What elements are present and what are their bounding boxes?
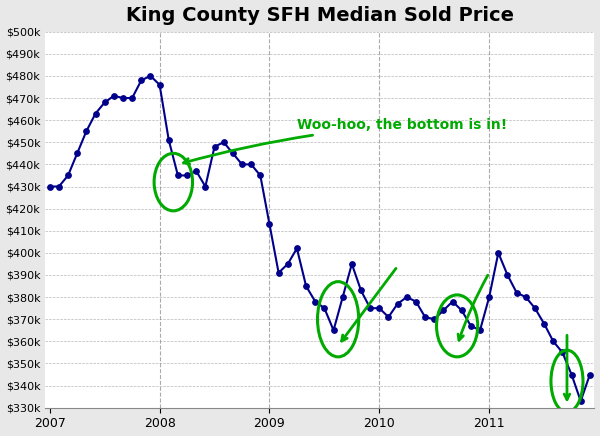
Point: [393, 300, 403, 307]
Title: King County SFH Median Sold Price: King County SFH Median Sold Price: [126, 6, 514, 24]
Point: [420, 313, 430, 320]
Point: [548, 338, 558, 345]
Point: [63, 172, 73, 179]
Point: [173, 172, 183, 179]
Point: [247, 161, 256, 168]
Point: [457, 307, 467, 314]
Point: [567, 371, 577, 378]
Point: [45, 183, 55, 190]
Point: [402, 293, 412, 300]
Point: [237, 161, 247, 168]
Point: [219, 139, 229, 146]
Point: [347, 260, 356, 267]
Point: [274, 269, 283, 276]
Point: [503, 272, 512, 279]
Point: [292, 245, 302, 252]
Point: [557, 349, 567, 356]
Point: [320, 305, 329, 312]
Point: [585, 371, 595, 378]
Point: [494, 249, 503, 256]
Point: [374, 305, 384, 312]
Point: [411, 298, 421, 305]
Point: [228, 150, 238, 157]
Point: [576, 398, 586, 405]
Point: [100, 99, 109, 106]
Point: [365, 305, 375, 312]
Point: [109, 92, 119, 99]
Point: [301, 283, 311, 290]
Point: [356, 287, 366, 294]
Point: [448, 298, 457, 305]
Point: [530, 305, 540, 312]
Point: [155, 81, 164, 88]
Point: [338, 293, 347, 300]
Point: [146, 72, 155, 79]
Point: [484, 293, 494, 300]
Point: [191, 167, 201, 174]
Point: [210, 143, 220, 150]
Point: [430, 316, 439, 323]
Point: [54, 183, 64, 190]
Point: [310, 298, 320, 305]
Point: [118, 95, 128, 102]
Point: [383, 313, 393, 320]
Point: [91, 110, 100, 117]
Text: Woo-hoo, the bottom is in!: Woo-hoo, the bottom is in!: [184, 118, 507, 164]
Point: [283, 260, 293, 267]
Point: [539, 320, 549, 327]
Point: [512, 289, 521, 296]
Point: [475, 327, 485, 334]
Point: [73, 150, 82, 157]
Point: [466, 322, 476, 329]
Point: [439, 307, 448, 314]
Point: [182, 172, 192, 179]
Point: [329, 327, 338, 334]
Point: [164, 136, 173, 143]
Point: [265, 221, 274, 228]
Point: [256, 172, 265, 179]
Point: [200, 183, 210, 190]
Point: [521, 293, 530, 300]
Point: [127, 95, 137, 102]
Point: [136, 77, 146, 84]
Point: [82, 128, 91, 135]
